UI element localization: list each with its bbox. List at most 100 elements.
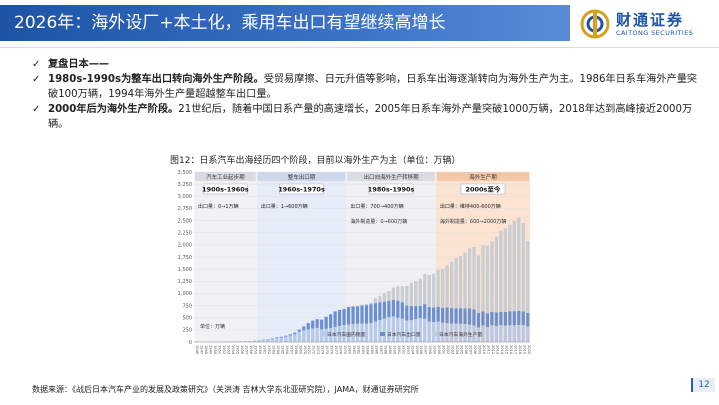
x-tick-label: 1997 <box>424 345 428 354</box>
x-tick-label: 1990 <box>392 345 396 355</box>
x-tick-label: 1993 <box>406 345 410 354</box>
y-tick-label: 2,250 <box>178 231 192 237</box>
bar-overseas <box>499 230 503 312</box>
bar-export <box>342 308 346 325</box>
x-tick-label: 2009 <box>477 345 481 355</box>
bar-overseas <box>517 217 521 311</box>
bar-domestic <box>302 330 306 342</box>
phase-period: 1900s-1960s <box>202 186 249 194</box>
x-tick-label: 1996 <box>419 345 423 355</box>
x-tick-label: 1989 <box>388 345 392 355</box>
bar-export <box>472 309 476 326</box>
legend-label: 日本汽车国内销量 <box>327 331 366 338</box>
bar-domestic <box>270 338 275 342</box>
bar-export <box>526 312 530 327</box>
bar-export <box>297 329 301 332</box>
x-tick-label: 1988 <box>383 345 387 355</box>
bar-overseas <box>414 280 418 307</box>
bar-domestic <box>315 327 319 342</box>
x-tick-label: 2005 <box>460 345 464 354</box>
x-tick-label: 2007 <box>469 345 473 354</box>
bar-export <box>324 316 328 329</box>
bar-overseas <box>526 240 530 313</box>
bar-export <box>391 299 395 317</box>
bar-domestic <box>427 321 431 342</box>
bar-domestic <box>293 334 297 342</box>
y-tick-label: 500 <box>182 316 192 322</box>
bar-overseas <box>427 274 431 308</box>
bar-domestic <box>288 335 292 342</box>
x-tick-label: 1994 <box>410 345 414 355</box>
bar-export <box>485 313 490 327</box>
bar-domestic <box>526 326 530 342</box>
bar-overseas <box>391 287 395 300</box>
bar-domestic <box>454 323 458 342</box>
bar-domestic <box>369 323 373 342</box>
bar-export <box>396 300 400 318</box>
bar-domestic <box>257 340 261 342</box>
unit-label: 单位：万辆 <box>200 323 225 330</box>
x-tick-label: 1952 <box>222 345 226 354</box>
bar-export <box>409 306 413 321</box>
bar-overseas <box>436 269 440 307</box>
bar-export <box>387 300 391 318</box>
x-tick-label: 2008 <box>473 345 477 355</box>
y-tick-label: 250 <box>182 328 192 334</box>
legend-label: 日本汽车出口量 <box>387 331 421 338</box>
bar-domestic <box>261 339 266 342</box>
header: 2026年：海外设厂+本土化，乘用车出口有望继续高增长 财通证券 CAITONG… <box>0 0 719 48</box>
x-tick-label: 1950 <box>213 345 217 355</box>
logo-subtitle: CAITONG SECURITIES <box>616 29 694 37</box>
bar-overseas <box>418 278 422 307</box>
bar-domestic <box>351 324 355 342</box>
bar-export <box>494 312 499 326</box>
y-tick-label: 2,000 <box>178 243 192 249</box>
x-tick-label: 1959 <box>253 345 257 355</box>
bar-export <box>355 306 360 324</box>
x-tick-label: 1946 <box>195 345 199 355</box>
phase-header <box>195 172 256 181</box>
phase-header <box>436 172 529 181</box>
x-tick-label: 1986 <box>374 345 378 355</box>
bullet-1-strong: 1980s-1990s为整车出口转向海外生产阶段。 <box>48 74 264 85</box>
bar-domestic <box>472 325 476 342</box>
x-tick-label: 1970 <box>303 345 307 355</box>
bar-overseas <box>369 302 373 305</box>
bar-export <box>293 332 297 335</box>
bar-domestic <box>414 319 418 342</box>
x-tick-label: 1965 <box>280 345 284 354</box>
bar-export <box>337 309 342 326</box>
x-tick-label: 2004 <box>455 345 459 355</box>
bar-export <box>436 306 440 322</box>
bar-domestic <box>284 336 288 342</box>
source-note: 数据来源：《战后日本汽车产业的发展及政策研究》（关洪涛 吉林大学东北亚研究院），… <box>32 385 419 394</box>
x-tick-label: 1955 <box>236 345 240 354</box>
bar-domestic <box>400 318 404 342</box>
bar-export <box>441 308 445 323</box>
bar-overseas <box>445 265 449 308</box>
bar-domestic <box>517 325 521 342</box>
bar-domestic <box>521 325 525 342</box>
x-tick-label: 2012 <box>491 345 495 354</box>
bar-domestic <box>360 323 364 342</box>
phase-note: 海外制造量：600→2000万辆 <box>440 218 506 225</box>
bar-domestic <box>449 323 454 342</box>
x-tick-label: 1962 <box>267 345 271 354</box>
bar-export <box>481 311 485 326</box>
bar-domestic <box>418 318 422 342</box>
bar-export <box>499 311 503 325</box>
bullet-2-text: 21世纪后，随着中国日系产量的高速增长，2005年日系车海外产量突破1000万辆… <box>48 104 693 130</box>
bar-export <box>454 308 458 324</box>
bar-export <box>463 308 467 325</box>
x-tick-label: 2000 <box>437 345 441 355</box>
phase-period: 1980s-1990s <box>368 186 415 194</box>
logo-emblem-icon <box>580 9 610 39</box>
bar-export <box>275 337 279 339</box>
bar-domestic <box>306 329 310 342</box>
bar-overseas <box>355 305 360 307</box>
x-tick-label: 1985 <box>370 345 374 354</box>
bar-domestic <box>329 327 333 342</box>
bar-export <box>432 307 436 323</box>
bar-domestic <box>409 320 413 342</box>
x-tick-label: 1961 <box>262 345 266 354</box>
